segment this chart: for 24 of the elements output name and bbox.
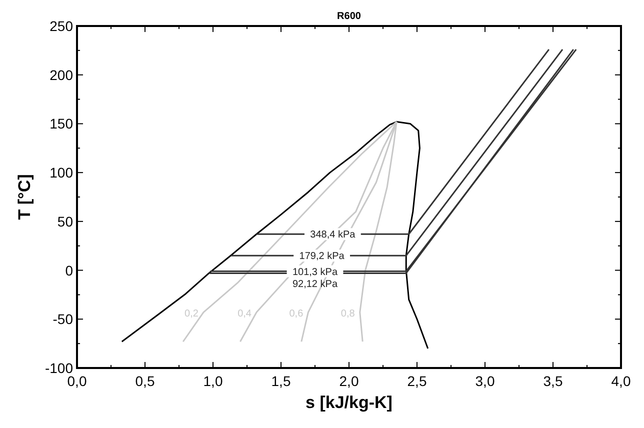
y-tick-label: -50 — [52, 311, 74, 328]
x-tick-label: 0,0 — [67, 373, 87, 389]
x-tick-label: 1,0 — [203, 373, 223, 389]
x-tick-label: 3,0 — [475, 373, 495, 389]
x-tick-label: 3,5 — [543, 373, 563, 389]
y-tick-label: 250 — [50, 18, 74, 34]
x-tick-label: 0,5 — [135, 373, 155, 389]
y-tick-label: -100 — [44, 360, 74, 376]
y-tick-label: 0 — [65, 262, 74, 278]
x-tick-label: 2,5 — [407, 373, 427, 389]
y-tick-label: 150 — [50, 116, 74, 132]
x-tick-label: 4,0 — [611, 373, 631, 389]
annotation: 101,3 kPa — [292, 266, 338, 278]
y-tick-label: 200 — [50, 66, 74, 83]
annotation: 179,2 kPa — [299, 251, 345, 262]
annotation: 348,4 kPa — [310, 230, 356, 241]
chart-title: R600 — [337, 11, 362, 22]
y-tick-label: 50 — [57, 213, 74, 230]
annotation: 92,12 kPa — [292, 278, 338, 290]
x-tick-label: 2,0 — [339, 373, 359, 389]
x-tick-label: 1,5 — [271, 373, 291, 389]
x-axis-title: s [kJ/kg-K] — [306, 393, 392, 412]
y-axis-title: T [°C] — [15, 174, 34, 220]
y-tick-label: 100 — [50, 164, 74, 181]
